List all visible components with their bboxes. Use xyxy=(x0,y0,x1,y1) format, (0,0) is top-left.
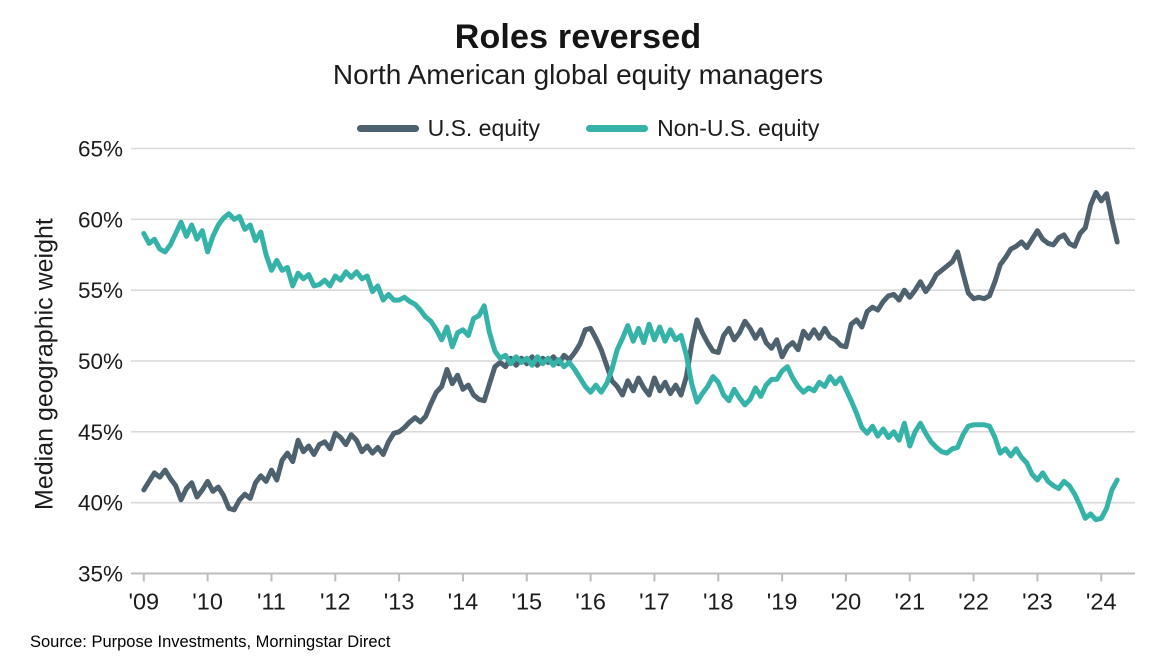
x-tick-label: '10 xyxy=(192,589,223,615)
chart-legend: U.S. equity Non-U.S. equity xyxy=(0,115,1176,142)
us-equity-line-swatch xyxy=(356,125,419,132)
x-tick-label: '14 xyxy=(448,589,479,615)
source-note: Source: Purpose Investments, Morningstar… xyxy=(30,633,391,651)
y-tick-label: 45% xyxy=(78,420,123,445)
legend-item-us-equity: U.S. equity xyxy=(356,115,541,142)
legend-label-us-equity: U.S. equity xyxy=(427,115,541,141)
non-us-equity-line xyxy=(141,211,1120,523)
x-tick-label: '12 xyxy=(320,589,351,615)
legend-item-non-us-equity: Non-U.S. equity xyxy=(586,115,819,142)
y-tick-label: 35% xyxy=(78,562,123,587)
x-tick-label: '20 xyxy=(831,589,862,615)
legend-label-non-us-equity: Non-U.S. equity xyxy=(657,115,820,141)
non-us-equity-line-swatch xyxy=(586,125,649,132)
x-tick-label: '09 xyxy=(128,589,159,615)
x-tick-label: '23 xyxy=(1022,589,1053,615)
x-tick-label: '21 xyxy=(894,589,925,615)
y-tick-label: 50% xyxy=(78,349,123,374)
y-tick-label: 40% xyxy=(78,491,123,516)
chart-title: Roles reversed xyxy=(454,18,702,56)
x-tick-label: '22 xyxy=(958,589,989,615)
x-tick-label: '16 xyxy=(575,589,606,615)
x-tick-label: '13 xyxy=(384,589,415,615)
x-tick-label: '19 xyxy=(767,589,798,615)
chart-subtitle: North American global equity managers xyxy=(332,59,824,90)
x-tick-label: '17 xyxy=(639,589,670,615)
x-tick-label: '11 xyxy=(257,589,286,615)
y-tick-label: 60% xyxy=(78,207,123,232)
x-tick-label: '18 xyxy=(703,589,734,615)
us-equity-line xyxy=(141,189,1120,513)
y-tick-label: 55% xyxy=(78,278,123,303)
y-tick-label: 65% xyxy=(78,137,123,162)
x-tick-label: '24 xyxy=(1086,589,1117,615)
x-tick-label: '15 xyxy=(511,589,542,615)
